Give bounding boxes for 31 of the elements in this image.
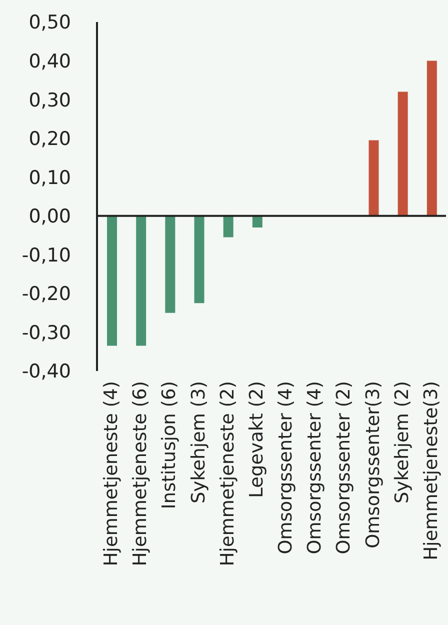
x-tick-label: Hjemmetjeneste (6) [130, 381, 152, 566]
bar [194, 216, 204, 304]
y-tick-label: -0,20 [22, 283, 71, 306]
y-tick-label: 0,30 [28, 89, 71, 112]
y-tick-label: 0,20 [28, 128, 71, 150]
x-tick-label: Omsorgssenter(3) [362, 381, 384, 548]
x-tick-label: Omsorgssenter (2) [334, 381, 355, 554]
y-tick-label: -0,30 [22, 322, 71, 344]
y-tick-label: 0,40 [28, 50, 71, 73]
y-tick-label: -0,10 [22, 244, 71, 266]
bar [398, 92, 408, 216]
x-tick-label: Omsorgssenter (4) [304, 381, 326, 554]
bar [165, 216, 176, 313]
y-tick-label: 0,10 [28, 166, 71, 189]
x-tick-label: Institusjon (6) [159, 381, 180, 510]
bar [426, 60, 437, 216]
bar [368, 140, 379, 216]
x-tick-label: Hjemmetjeneste(3) [420, 381, 442, 560]
y-tick-label: 0,00 [28, 206, 71, 228]
y-tick-label: 0,50 [28, 12, 71, 34]
x-tick-label: Hjemmetjeneste (4) [101, 381, 122, 566]
y-tick-label: -0,40 [22, 360, 71, 383]
x-tick-label: Hjemmetjeneste (2) [217, 381, 238, 566]
bar [223, 216, 234, 238]
x-tick-label: Omsorgssenter (4) [276, 381, 297, 554]
bar [136, 216, 146, 346]
bar [252, 216, 262, 228]
x-tick-label: Legevakt (2) [246, 381, 268, 498]
bar [107, 216, 117, 346]
x-tick-label: Sykehjem (2) [392, 381, 413, 504]
x-tick-label: Sykehjem (3) [188, 381, 210, 504]
